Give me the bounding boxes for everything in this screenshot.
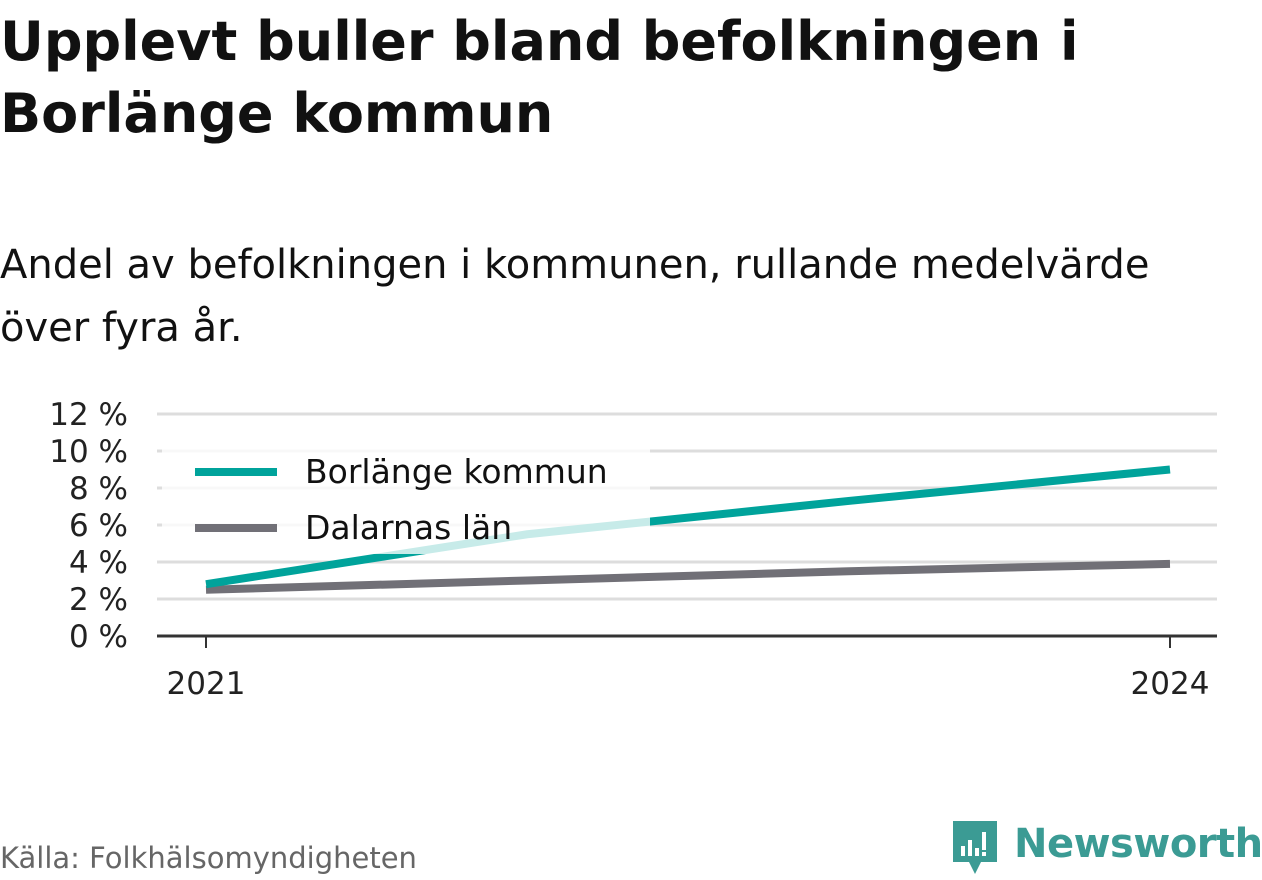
chart-subtitle: Andel av befolkningen i kommunen, rullan…	[0, 242, 1150, 351]
x-tick-label: 2024	[1131, 666, 1210, 702]
source-note: Källa: Folkhälsomyndigheten	[0, 841, 417, 875]
x-axis-ticks: 2021 2024	[157, 634, 1217, 702]
line-chart: 0 %2 %4 %6 %8 %10 %12 % 2021 2024 Borläng…	[49, 397, 1217, 702]
y-tick-label: 4 %	[69, 545, 128, 581]
y-tick-label: 6 %	[69, 508, 128, 544]
brand-name: Newsworthy	[1014, 821, 1262, 867]
series-lines	[205, 465, 1171, 594]
y-tick-label: 0 %	[69, 619, 128, 655]
y-tick-label: 8 %	[69, 471, 128, 507]
newsworthy-logo: Newsworthy	[950, 818, 1262, 880]
legend-label: Borlänge kommun	[305, 452, 608, 491]
series-line-borlange	[205, 465, 1171, 589]
y-tick-label: 10 %	[49, 434, 128, 470]
bar-chart-speech-bubble-icon	[953, 821, 997, 874]
x-tick-label: 2021	[167, 666, 246, 702]
legend-label: Dalarnas län	[305, 508, 512, 547]
y-axis-ticks: 0 %2 %4 %6 %8 %10 %12 %	[49, 397, 128, 655]
legend-background	[162, 446, 650, 554]
y-tick-label: 2 %	[69, 582, 128, 618]
legend: Borlänge kommun Dalarnas län	[162, 446, 650, 554]
y-tick-label: 12 %	[49, 397, 128, 433]
series-line-dalarna	[205, 559, 1171, 594]
chart-title: Upplevt buller bland befolkningen i Borl…	[0, 10, 1079, 145]
